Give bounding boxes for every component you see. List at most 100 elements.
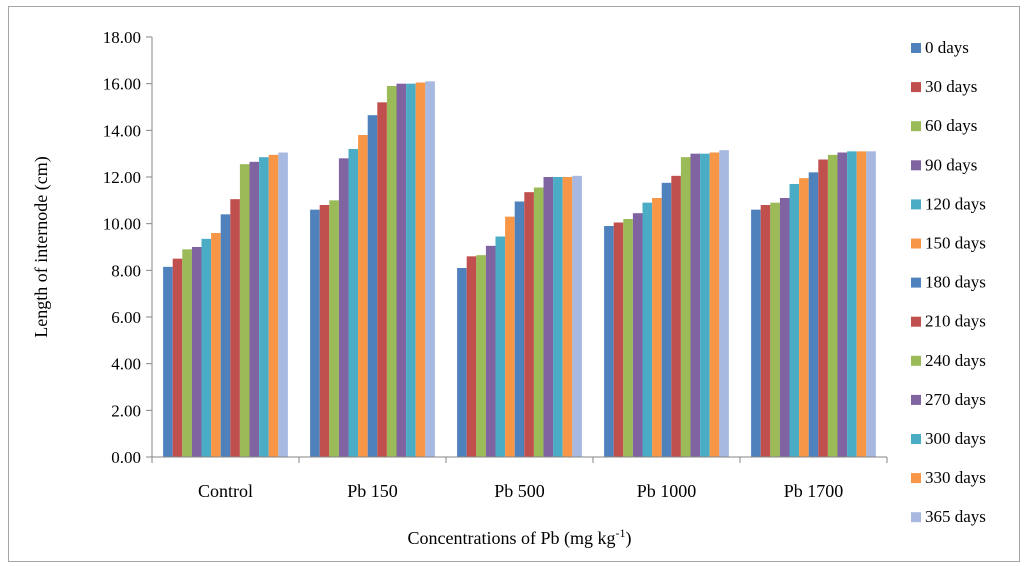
x-axis-title-superscript: -1 [615,526,625,540]
x-category-label: Pb 150 [347,481,398,501]
bar [485,245,496,457]
x-axis-title-main: Concentrations of Pb (mg kg [408,528,616,549]
bar [632,213,643,457]
bar [220,214,231,457]
legend-label: 90 days [925,155,977,174]
y-tick-label: 14.00 [103,121,141,140]
bar [847,151,857,458]
y-tick-label: 12.00 [103,168,141,187]
bar [338,158,349,458]
bar [163,266,173,457]
y-tick-label: 10.00 [103,215,141,234]
bar [172,258,183,457]
legend-label: 300 days [925,429,986,448]
bar [751,209,761,457]
bar [310,209,320,457]
legend: 0 days 30 days 60 days 90 days 120 days 150 d… [911,38,986,526]
bar [866,151,876,458]
bar [278,152,288,457]
y-tick-label: 6.00 [111,308,141,327]
legend-swatch [911,160,921,171]
bar [799,178,809,457]
bar [259,157,269,457]
bar [425,81,435,457]
bar [700,153,710,457]
bar [562,177,573,457]
bar [770,202,780,457]
legend-swatch [911,434,921,444]
x-category-label: Pb 1000 [637,481,697,501]
x-axis-title: Concentrations of Pb (mg kg-1) [408,526,632,549]
bar [377,102,387,457]
bar [837,152,848,457]
bar [201,238,212,457]
legend-swatch [911,121,921,132]
y-tick-label: 18.00 [103,28,141,47]
x-axis-title-end: ) [625,528,631,549]
bar [818,159,828,457]
legend-label: 210 days [925,312,986,331]
legend-swatch [911,199,921,210]
y-tick-label: 0.00 [111,448,141,467]
legend-label: 330 days [925,468,986,487]
y-tick-label: 16.00 [103,75,141,94]
bar [604,226,614,457]
legend-label: 150 days [925,234,986,253]
bar [396,83,407,458]
y-axis-title: Length of internode (cm) [31,156,52,337]
bar [191,247,202,457]
bar [827,154,838,458]
bar [789,184,800,457]
bar [760,205,771,457]
bar [358,135,368,457]
legend-swatch [911,82,921,93]
bar [230,199,240,457]
bar [642,202,653,457]
chart-frame: 0.00 2.00 4.00 6.00 8.00 10.00 12.00 14.00 16.00… [8,6,1020,562]
legend-label: 30 days [925,77,977,96]
x-category-label: Control [198,481,253,501]
y-tick-label: 4.00 [111,355,141,374]
legend-swatch [911,238,921,249]
legend-swatch [911,394,921,405]
bar [406,83,416,458]
bar [211,233,221,457]
bar [457,268,467,457]
bar [466,256,477,457]
bar [709,152,720,457]
legend-swatch [911,355,921,366]
bar-chart: 0.00 2.00 4.00 6.00 8.00 10.00 12.00 14.00 16.00… [31,28,986,549]
y-ticks-group: 0.00 2.00 4.00 6.00 8.00 10.00 12.00 14.00 16.00… [103,28,152,467]
x-category-label: Pb 500 [494,481,545,501]
legend-label: 0 days [925,38,969,57]
bar [415,82,426,457]
legend-swatch [911,473,921,484]
legend-label: 270 days [925,390,986,409]
legend-label: 180 days [925,273,986,292]
legend-label: 365 days [925,507,986,526]
bar [856,151,867,458]
bar [553,177,563,457]
bar [613,222,624,457]
legend-label: 240 days [925,351,986,370]
bar [671,175,681,458]
y-tick-label: 2.00 [111,401,141,420]
legend-swatch [911,316,921,327]
bar [249,161,260,458]
bar [680,157,691,457]
x-categories-group: Control Pb 150 Pb 500 Pb 1000 Pb 1700 [151,457,888,501]
bar [476,255,486,457]
bar [319,205,330,457]
x-category-label: Pb 1700 [784,481,844,501]
bar [514,201,525,457]
bar [572,175,582,458]
bar [808,172,819,458]
bar [779,198,790,457]
bar [367,115,378,458]
bar [495,236,506,457]
bar [329,200,339,458]
bar [524,192,534,457]
bar [533,187,544,457]
bar [505,216,515,457]
bar [182,249,192,457]
